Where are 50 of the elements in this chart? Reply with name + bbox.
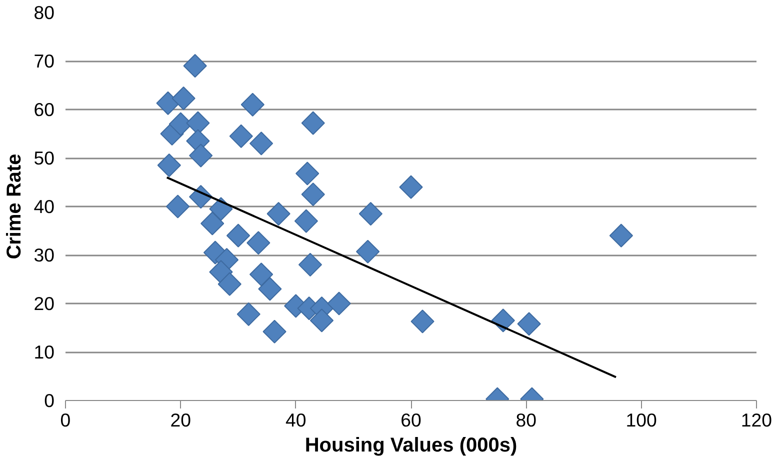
- y-tick-label: 70: [34, 50, 55, 72]
- point: [310, 308, 334, 332]
- x-tick-label: 100: [626, 410, 657, 430]
- point: [399, 175, 423, 199]
- point: [410, 310, 434, 334]
- x-tick-label: 60: [400, 410, 422, 430]
- y-tick-label: 80: [34, 2, 55, 23]
- point: [172, 86, 196, 110]
- y-tick-label: 20: [34, 293, 55, 314]
- point: [358, 202, 383, 226]
- point: [294, 209, 318, 233]
- x-tick-label: 40: [285, 410, 306, 430]
- point: [226, 224, 250, 248]
- point: [262, 320, 286, 344]
- point: [156, 91, 180, 116]
- point: [327, 292, 351, 316]
- point: [209, 260, 233, 284]
- y-tick-label: 50: [34, 148, 55, 168]
- point: [183, 54, 207, 78]
- point: [157, 153, 181, 178]
- point: [609, 224, 633, 248]
- y-axis-title: Crime Rate: [4, 154, 26, 260]
- point: [240, 92, 264, 116]
- point: [236, 302, 260, 326]
- y-tick-label: 10: [34, 342, 55, 362]
- point: [246, 231, 270, 255]
- y-tick-label: 60: [34, 99, 55, 120]
- point: [356, 240, 380, 264]
- point: [296, 162, 320, 186]
- point: [166, 194, 190, 218]
- point: [249, 132, 274, 156]
- point: [189, 144, 213, 168]
- point: [249, 262, 274, 286]
- x-tick-label: 20: [170, 410, 192, 430]
- point: [301, 182, 325, 206]
- point: [200, 212, 224, 236]
- point: [258, 277, 282, 301]
- point: [517, 312, 541, 336]
- point: [229, 124, 253, 148]
- point: [266, 202, 290, 226]
- x-axis-title: Housing Values (000s): [304, 434, 518, 456]
- y-tick-label: 40: [34, 196, 55, 217]
- x-tick-label: 0: [60, 410, 71, 430]
- point: [298, 252, 322, 277]
- y-tick-label: 30: [34, 244, 55, 266]
- x-tick-label: 120: [740, 410, 772, 430]
- point: [301, 111, 325, 135]
- point: [218, 272, 242, 296]
- x-tick-label: 80: [516, 410, 537, 430]
- y-tick-label: 0: [44, 390, 55, 411]
